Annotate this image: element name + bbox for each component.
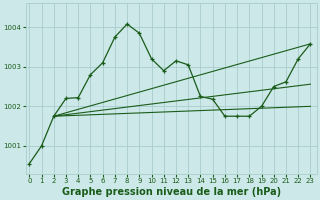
X-axis label: Graphe pression niveau de la mer (hPa): Graphe pression niveau de la mer (hPa) [61,187,281,197]
